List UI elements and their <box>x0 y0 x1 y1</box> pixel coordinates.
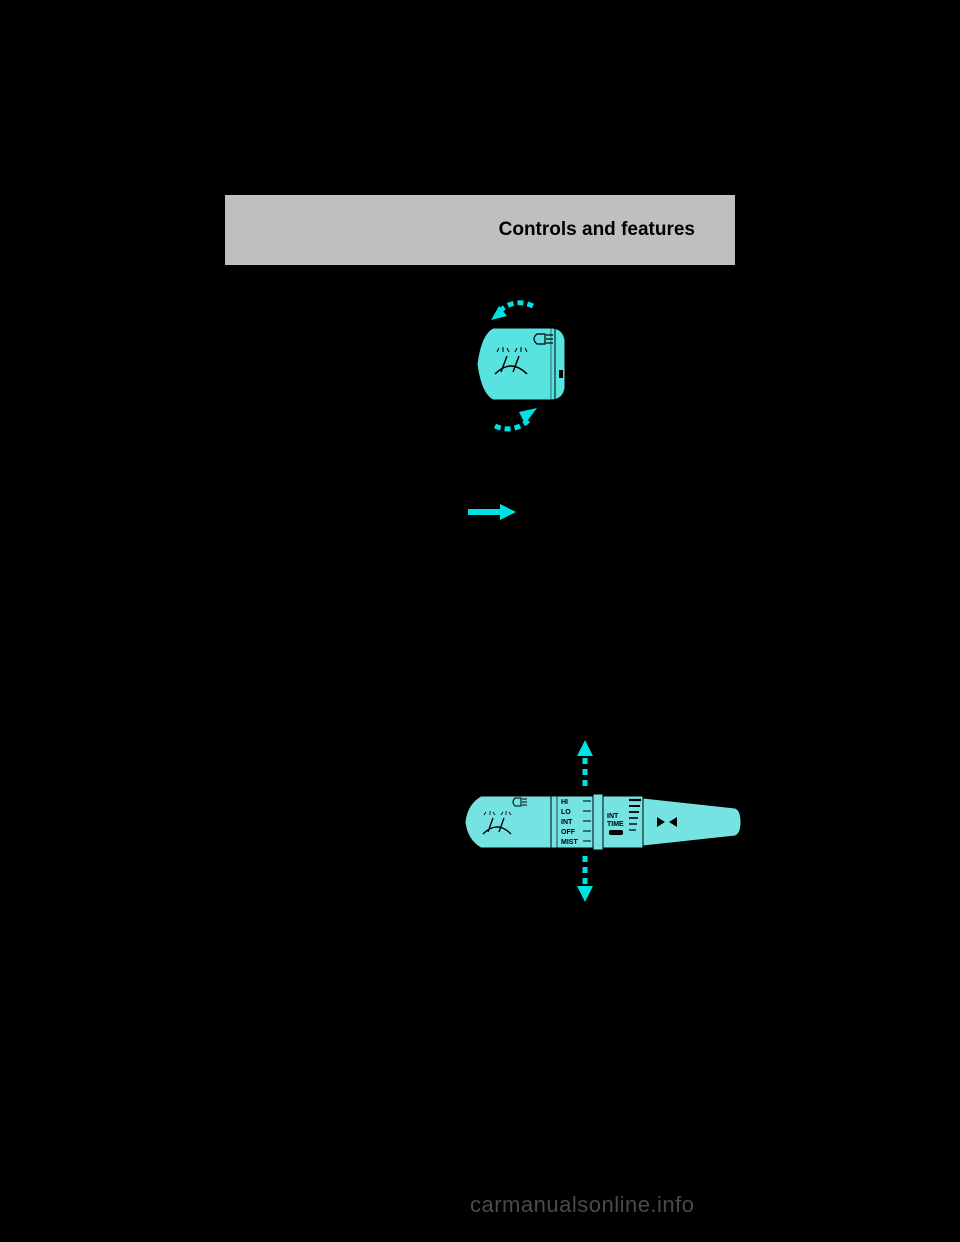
turn-signal-stalk-diagram: HI LO INT OFF MIST INT TIME <box>465 740 745 902</box>
wiper-knob-diagram <box>473 298 588 438</box>
washer-button-diagram <box>466 490 596 535</box>
washer-button-svg <box>466 490 596 535</box>
stalk-label-off: OFF <box>561 829 576 836</box>
stalk-label-int: INT <box>561 819 573 826</box>
wiper-knob-svg <box>473 298 588 438</box>
page-title: Controls and features <box>499 219 695 241</box>
stalk-label-mist: MIST <box>561 839 578 846</box>
stalk-label-hi: HI <box>561 799 568 806</box>
header-bar: Controls and features <box>225 195 735 265</box>
watermark: carmanualsonline.info <box>470 1192 695 1218</box>
turn-signal-stalk-svg: HI LO INT OFF MIST INT TIME <box>465 740 745 902</box>
stalk-label-lo: LO <box>561 809 571 816</box>
stalk-time-label: TIME <box>607 821 624 828</box>
stalk-int-label: INT <box>607 813 619 820</box>
